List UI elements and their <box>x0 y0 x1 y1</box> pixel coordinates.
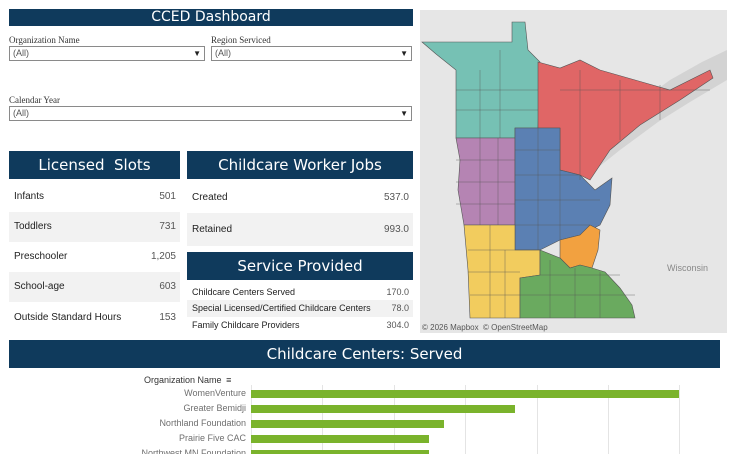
chart-axis-header[interactable]: Organization Name ≡ <box>144 375 231 385</box>
gridline <box>322 385 323 454</box>
row-label: Preschooler <box>14 251 68 262</box>
row-label: Outside Standard Hours <box>14 312 122 323</box>
chevron-down-icon: ▼ <box>193 49 201 58</box>
row-value: 537.0 <box>383 192 409 203</box>
row-label: Retained <box>192 224 233 235</box>
chart-title: Childcare Centers: Served <box>266 345 463 363</box>
licensed-slots-row: Infants 501 <box>9 182 180 212</box>
bar-category-label[interactable]: Prairie Five CAC <box>178 433 246 443</box>
row-label: School-age <box>14 281 65 292</box>
region-map[interactable]: Wisconsin © 2026 Mapbox © OpenStreetMap <box>420 10 727 333</box>
year-filter-value: (All) <box>13 108 29 118</box>
row-label: Toddlers <box>14 221 52 232</box>
worker-jobs-banner: Childcare Worker Jobs <box>187 151 413 179</box>
worker-jobs-row: Created 537.0 <box>187 183 413 213</box>
gridline <box>251 385 252 454</box>
bar[interactable] <box>251 405 515 413</box>
region-southeast[interactable] <box>519 249 636 319</box>
chart-title-banner: Childcare Centers: Served <box>9 340 720 368</box>
dashboard-title-banner: CCED Dashboard <box>9 9 413 26</box>
year-filter-label: Calendar Year <box>9 95 60 105</box>
bar-category-label[interactable]: Northwest MN Foundation <box>141 448 246 454</box>
row-value: 603 <box>159 281 176 292</box>
worker-jobs-row: Retained 993.0 <box>187 213 413 246</box>
service-provided-title: Service Provided <box>237 257 363 275</box>
bar-category-label[interactable]: WomenVenture <box>184 388 246 398</box>
map-attribution: © 2026 Mapbox © OpenStreetMap <box>422 323 548 332</box>
region-filter-label: Region Serviced <box>211 35 271 45</box>
row-label: Created <box>192 192 228 203</box>
organization-filter-dropdown[interactable]: (All) ▼ <box>9 46 205 61</box>
gridline <box>679 385 680 454</box>
licensed-slots-row: School-age 603 <box>9 272 180 302</box>
dashboard-title: CCED Dashboard <box>151 9 271 25</box>
row-value: 1,205 <box>150 251 176 262</box>
region-west-central[interactable] <box>455 137 516 226</box>
chart-axis-label: Organization Name <box>144 375 222 385</box>
licensed-slots-row: Toddlers 731 <box>9 212 180 242</box>
row-value: 78.0 <box>391 303 409 313</box>
bar-category-label[interactable]: Greater Bemidji <box>183 403 246 413</box>
region-map-canvas: Wisconsin © 2026 Mapbox © OpenStreetMap <box>421 21 727 332</box>
gridline <box>465 385 466 454</box>
organization-filter-value: (All) <box>13 48 29 58</box>
licensed-slots-title: Licensed Slots <box>38 156 151 174</box>
gridline <box>394 385 395 454</box>
service-provided-row: Special Licensed/Certified Childcare Cen… <box>187 300 413 317</box>
row-label: Family Childcare Providers <box>192 320 300 330</box>
row-value: 153 <box>159 312 176 323</box>
year-filter-dropdown[interactable]: (All) ▼ <box>9 106 412 121</box>
row-value: 731 <box>159 221 176 232</box>
bar[interactable] <box>251 420 444 428</box>
row-value: 993.0 <box>383 224 409 235</box>
row-label: Childcare Centers Served <box>192 287 296 297</box>
region-filter-value: (All) <box>215 48 231 58</box>
gridline <box>537 385 538 454</box>
region-filter-dropdown[interactable]: (All) ▼ <box>211 46 412 61</box>
service-provided-row: Family Childcare Providers 304.0 <box>187 317 413 333</box>
licensed-slots-banner: Licensed Slots <box>9 151 180 179</box>
chevron-down-icon: ▼ <box>400 49 408 58</box>
worker-jobs-title: Childcare Worker Jobs <box>218 156 382 174</box>
row-label: Infants <box>14 191 45 202</box>
row-label: Special Licensed/Certified Childcare Cen… <box>192 303 371 313</box>
bar[interactable] <box>251 390 679 398</box>
bar[interactable] <box>251 435 429 443</box>
service-provided-banner: Service Provided <box>187 252 413 280</box>
organization-filter-label: Organization Name <box>9 35 80 45</box>
row-value: 304.0 <box>386 320 409 330</box>
county-borders <box>456 50 710 318</box>
service-provided-row: Childcare Centers Served 170.0 <box>187 284 413 300</box>
chevron-down-icon: ▼ <box>400 109 408 118</box>
row-value: 170.0 <box>386 287 409 297</box>
region-northwest[interactable] <box>421 21 541 139</box>
licensed-slots-row: Preschooler 1,205 <box>9 242 180 272</box>
sort-icon[interactable]: ≡ <box>226 375 232 385</box>
licensed-slots-row: Outside Standard Hours 153 <box>9 302 180 334</box>
map-state-label: Wisconsin <box>667 263 708 273</box>
bar[interactable] <box>251 450 429 454</box>
bar-category-label[interactable]: Northland Foundation <box>159 418 246 428</box>
gridline <box>608 385 609 454</box>
row-value: 501 <box>159 191 176 202</box>
